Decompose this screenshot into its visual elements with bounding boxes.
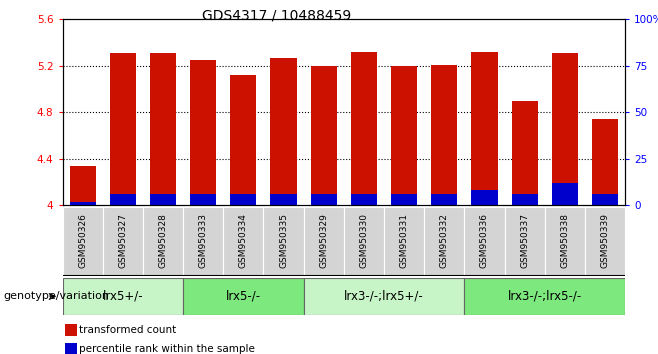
Bar [343, 207, 384, 276]
Text: genotype/variation: genotype/variation [3, 291, 109, 302]
Bar [303, 278, 465, 315]
Bar [351, 194, 377, 205]
Bar [552, 53, 578, 205]
Text: GSM950338: GSM950338 [561, 213, 569, 268]
Bar [351, 52, 377, 205]
Text: GSM950333: GSM950333 [199, 213, 208, 268]
Text: GSM950336: GSM950336 [480, 213, 489, 268]
Bar [183, 207, 223, 276]
Text: GSM950328: GSM950328 [159, 213, 168, 268]
Bar [230, 194, 257, 205]
Text: lrx5+/-: lrx5+/- [103, 290, 143, 303]
Text: GSM950334: GSM950334 [239, 213, 248, 268]
Bar [511, 101, 538, 205]
Text: GSM950327: GSM950327 [118, 213, 127, 268]
Text: GSM950332: GSM950332 [440, 213, 449, 268]
Bar [263, 207, 303, 276]
Bar [311, 66, 337, 205]
Bar [384, 207, 424, 276]
Bar [431, 65, 457, 205]
Bar [143, 207, 183, 276]
Bar [391, 194, 417, 205]
Bar [270, 58, 297, 205]
Bar [303, 207, 343, 276]
Bar [150, 194, 176, 205]
Text: GSM950331: GSM950331 [399, 213, 409, 268]
Bar [270, 194, 297, 205]
Bar [63, 207, 103, 276]
Bar [190, 60, 216, 205]
Bar [311, 194, 337, 205]
Bar [150, 53, 176, 205]
Bar [223, 207, 263, 276]
Bar [70, 166, 95, 205]
Text: lrx5-/-: lrx5-/- [226, 290, 261, 303]
Text: GSM950337: GSM950337 [520, 213, 529, 268]
Text: GSM950339: GSM950339 [601, 213, 609, 268]
Text: GSM950329: GSM950329 [319, 213, 328, 268]
Bar [511, 194, 538, 205]
Text: GSM950335: GSM950335 [279, 213, 288, 268]
Bar [505, 207, 545, 276]
Bar [431, 194, 457, 205]
Bar [592, 119, 618, 205]
Bar [65, 324, 76, 336]
Bar [103, 207, 143, 276]
Text: lrx3-/-;lrx5+/-: lrx3-/-;lrx5+/- [344, 290, 424, 303]
Bar [230, 75, 257, 205]
Text: transformed count: transformed count [79, 325, 176, 335]
Bar [471, 190, 497, 205]
Bar [465, 207, 505, 276]
Text: percentile rank within the sample: percentile rank within the sample [79, 344, 255, 354]
Bar [545, 207, 585, 276]
Text: lrx3-/-;lrx5-/-: lrx3-/-;lrx5-/- [507, 290, 582, 303]
Bar [552, 183, 578, 205]
Bar [592, 194, 618, 205]
Bar [471, 52, 497, 205]
Text: GSM950326: GSM950326 [78, 213, 87, 268]
Bar [585, 207, 625, 276]
Bar [465, 278, 625, 315]
Bar [63, 278, 183, 315]
Bar [110, 53, 136, 205]
Bar [190, 194, 216, 205]
Text: GDS4317 / 10488459: GDS4317 / 10488459 [202, 9, 351, 23]
Bar [391, 66, 417, 205]
Bar [65, 343, 76, 354]
Bar [183, 278, 303, 315]
Bar [70, 201, 95, 205]
Text: GSM950330: GSM950330 [359, 213, 368, 268]
Bar [424, 207, 465, 276]
Bar [110, 194, 136, 205]
